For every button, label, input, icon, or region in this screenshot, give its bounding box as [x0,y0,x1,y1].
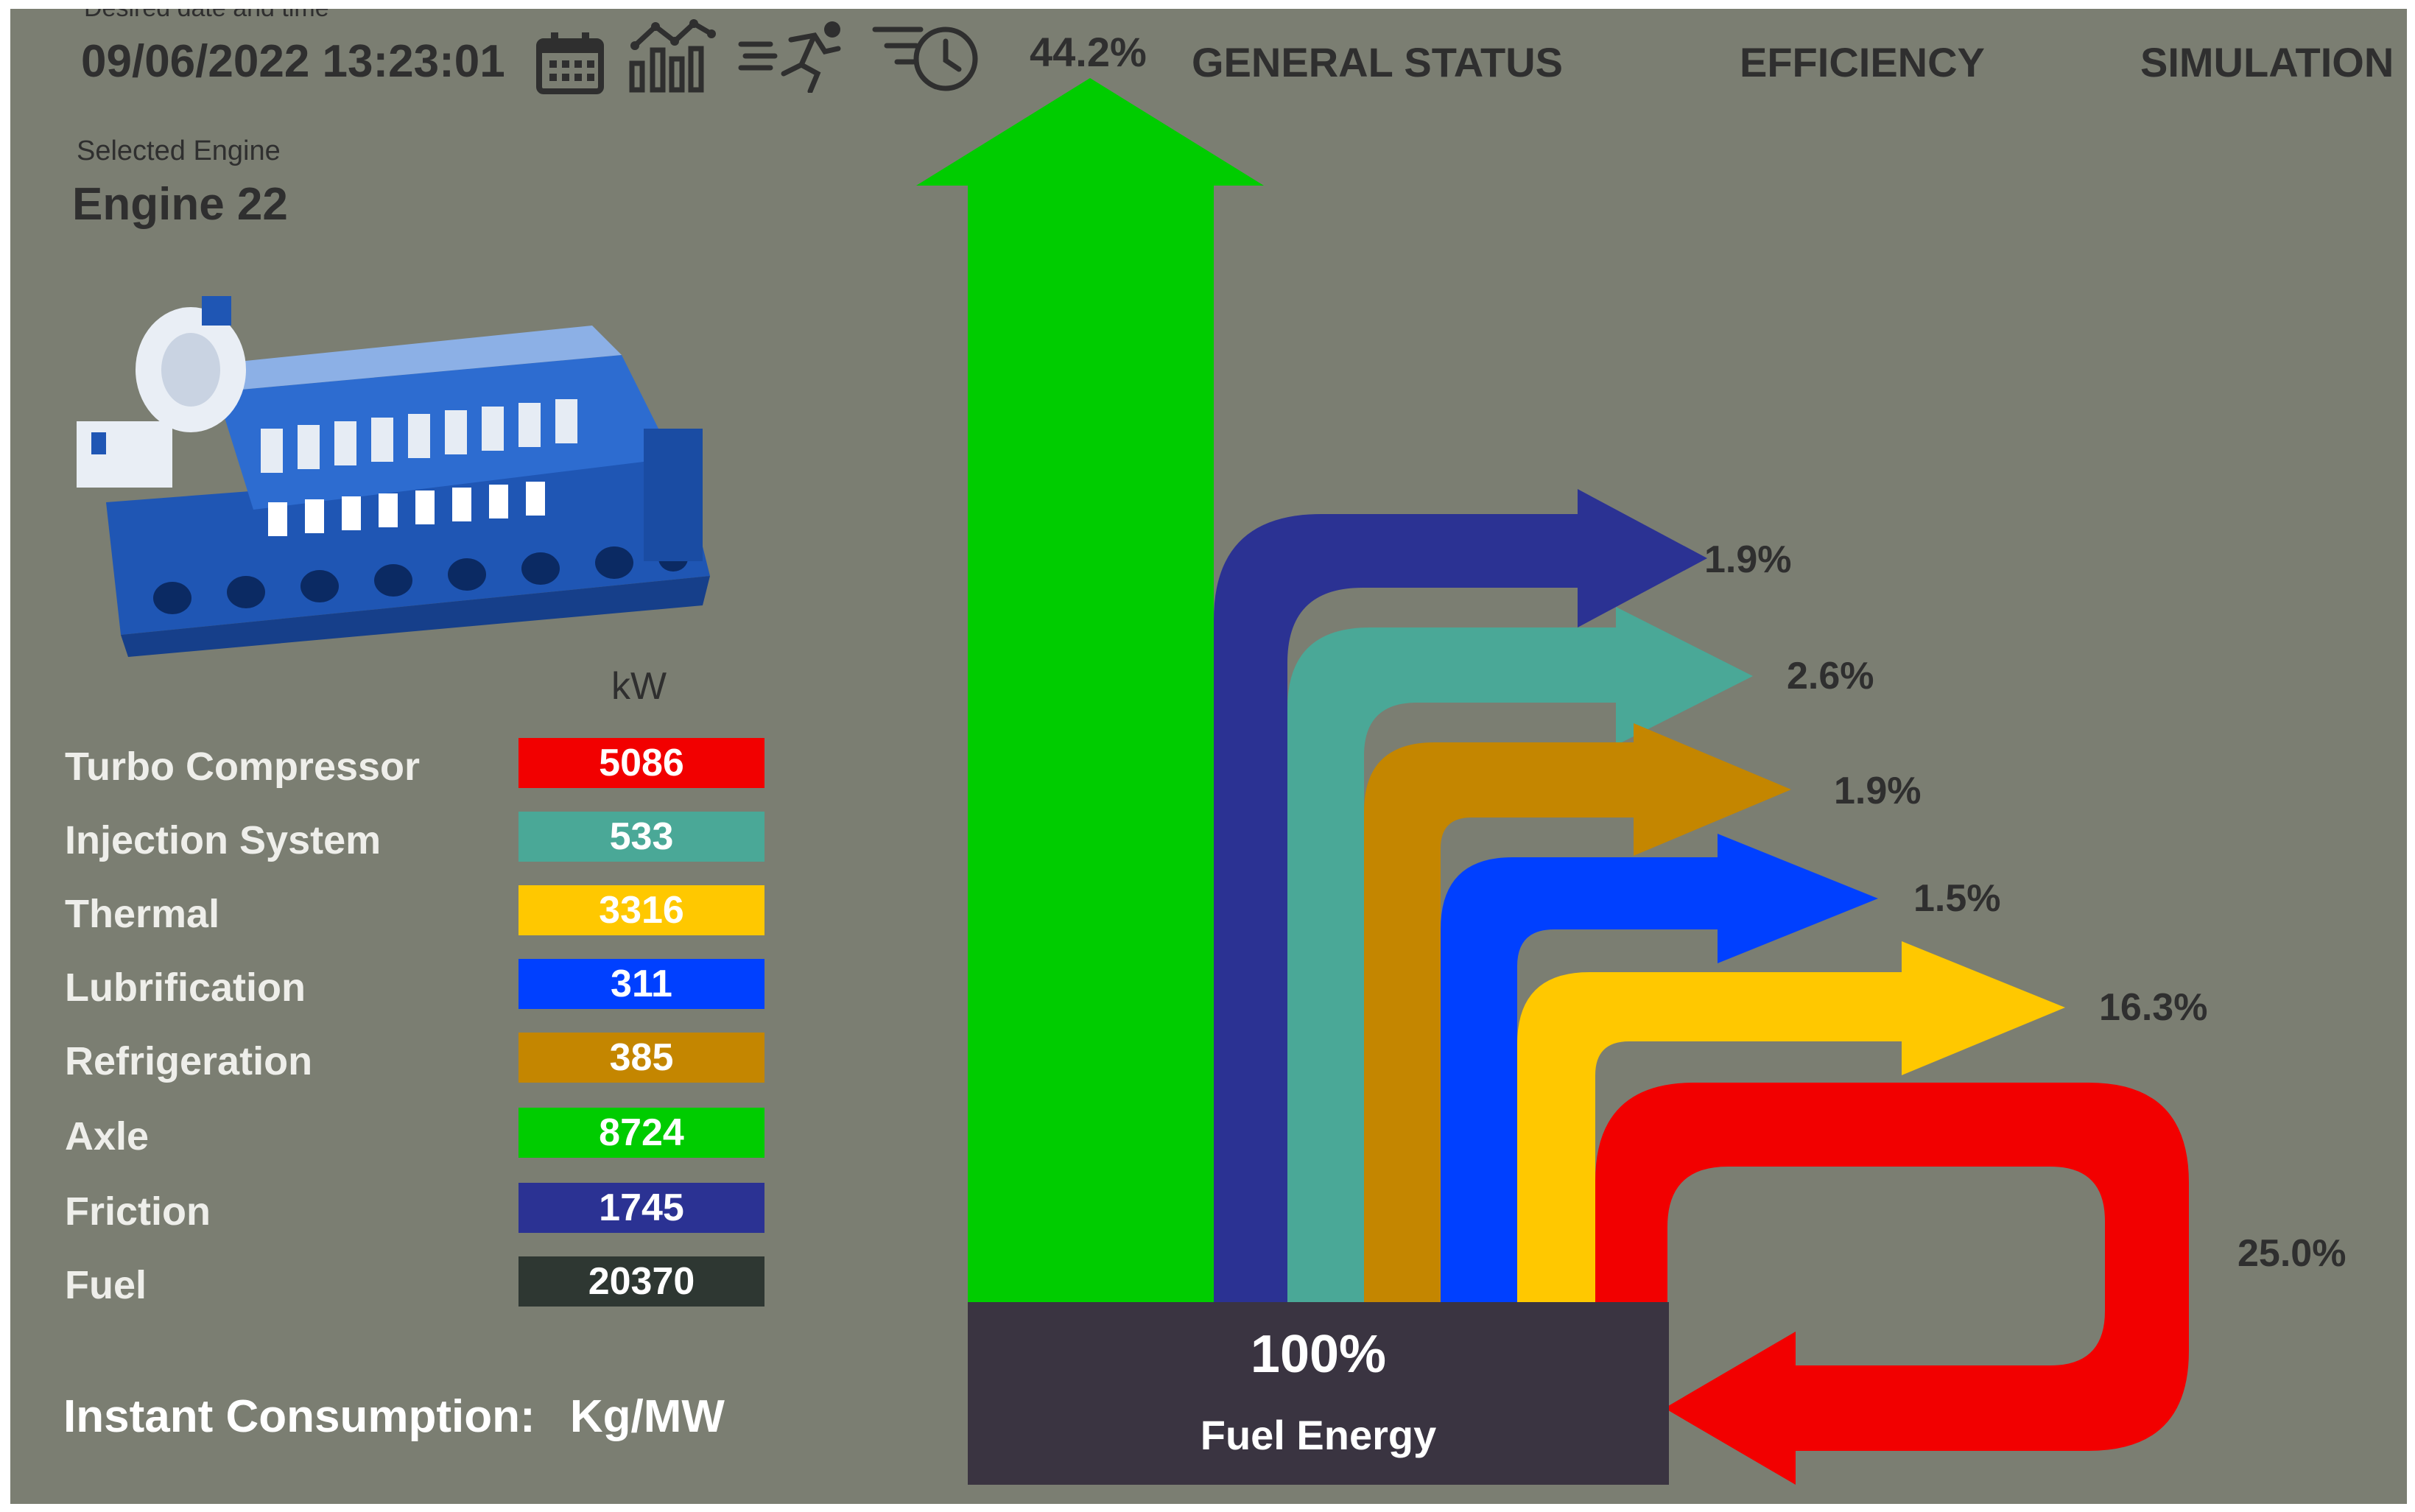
row-label-refrigeration: Refrigeration [65,1039,313,1083]
chart-icon[interactable] [629,16,717,94]
row-label-friction: Friction [65,1189,211,1234]
injection-percentage: 2.6% [1787,655,1874,697]
friction-flow-arrow [1214,489,1707,1302]
refrigeration-flow-arrow [1364,723,1791,1302]
dashboard-frame: Desired date and time 09/06/2022 13:23:0… [10,9,2407,1504]
axle-flow-arrow [916,78,1264,1302]
running-icon[interactable] [738,19,848,94]
thermal-percentage: 16.3% [2099,986,2208,1029]
value-injection-system: 533 [518,812,764,862]
tab-efficiency[interactable]: EFFICIENCY [1740,39,1985,85]
injection-flow-arrow [1287,607,1753,1302]
calendar-icon[interactable] [535,29,605,96]
row-label-turbo-compressor: Turbo Compressor [65,745,421,789]
value-friction: 1745 [518,1183,764,1233]
value-turbo-compressor: 5086 [518,738,764,788]
instant-consumption-text: Instant Consumption: [63,1391,535,1442]
row-label-lubrification: Lubrification [65,966,306,1010]
fuel-energy-label: Fuel Energy [1200,1412,1437,1458]
sankey-diagram [916,78,2189,1485]
thermal-flow-arrow [1517,941,2065,1302]
fuel-energy-percentage: 100% [1250,1325,1387,1384]
date-caption: Desired date and time [84,9,329,23]
instant-consumption-unit: Kg/MW [569,1391,725,1442]
tab-simulation[interactable]: SIMULATION [2140,39,2394,85]
fuel-energy-block [968,1302,1669,1485]
axle-percentage: 44.2% [1030,29,1147,75]
value-thermal: 3316 [518,885,764,935]
tab-general-status[interactable]: GENERAL STATUS [1192,39,1564,85]
row-label-thermal: Thermal [65,892,220,936]
selected-engine-caption: Selected Engine [77,136,281,166]
row-label-axle: Axle [65,1114,150,1158]
history-icon[interactable] [872,19,982,93]
row-label-fuel: Fuel [65,1263,147,1307]
engine-image [62,281,725,657]
refrigeration-percentage: 1.9% [1834,770,1922,812]
value-refrigeration: 385 [518,1033,764,1083]
engine-name[interactable]: Engine 22 [72,179,288,230]
turbo-compressor-flow-arrow [1595,1083,2189,1485]
value-lubrification: 311 [518,959,764,1009]
row-label-injection-system: Injection System [65,818,382,862]
datetime-display[interactable]: 09/06/2022 13:23:01 [81,36,505,87]
turbo-compressor-percentage: 25.0% [2238,1232,2347,1275]
lubrification-percentage: 1.5% [1913,877,2001,920]
unit-label: kW [611,665,667,708]
instant-consumption-label: Instant Consumption: Kg/MW [63,1390,725,1443]
value-axle: 8724 [518,1108,764,1158]
value-fuel: 20370 [518,1256,764,1307]
lubrification-flow-arrow [1441,834,1878,1302]
friction-percentage: 1.9% [1704,538,1792,581]
